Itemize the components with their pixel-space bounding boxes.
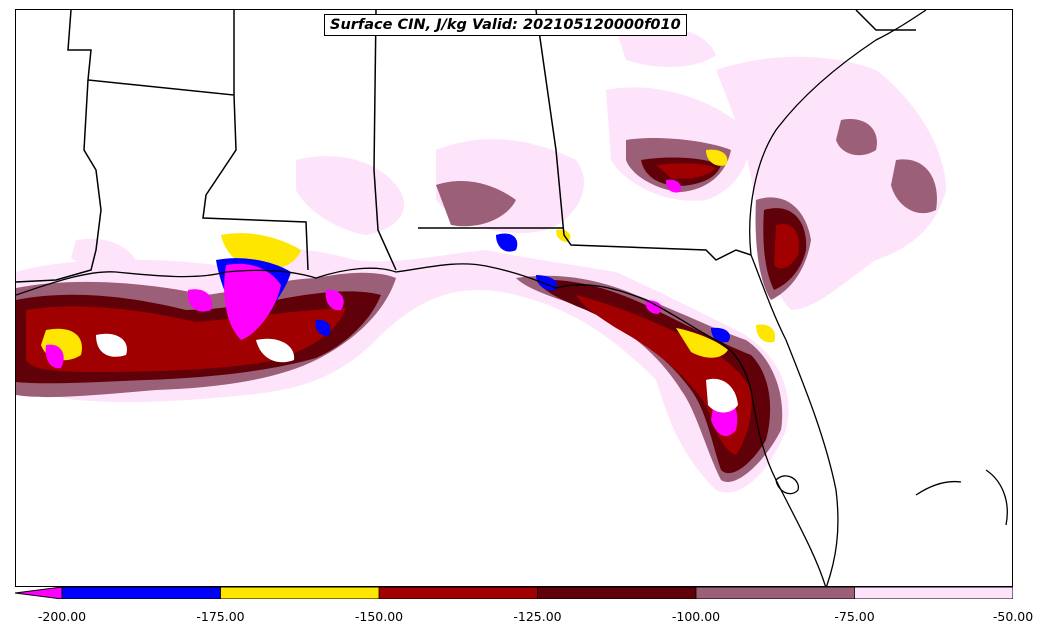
colorbar-tick-label: -100.00 (671, 609, 721, 624)
cin-fill-red (26, 163, 800, 455)
cin-map (16, 10, 1008, 586)
state-borders (16, 10, 916, 283)
map-panel (15, 9, 1013, 587)
colorbar-bin (379, 587, 538, 599)
colorbar-bin (220, 587, 379, 599)
colorbar-bin (537, 587, 696, 599)
colorbar-tick-label: -50.00 (992, 609, 1034, 624)
map-title: Surface CIN, J/kg Valid: 202105120000f01… (324, 14, 687, 36)
colorbar-bin (62, 587, 221, 599)
colorbar-bin (854, 587, 1013, 599)
colorbar-extend-min (15, 587, 63, 599)
colorbar-outline (61, 587, 1013, 599)
colorbar-tick-label: -200.00 (37, 609, 87, 624)
colorbar-tick-label: -175.00 (196, 609, 245, 624)
colorbar-tick-label: -75.00 (834, 609, 875, 624)
colorbar-tick-label: -125.00 (513, 609, 562, 624)
colorbar-bin (696, 587, 855, 599)
colorbar-tick-label: -150.00 (354, 609, 404, 624)
colorbar (15, 587, 1013, 599)
cin-fill-holes (96, 333, 738, 413)
coastlines (16, 10, 1008, 586)
